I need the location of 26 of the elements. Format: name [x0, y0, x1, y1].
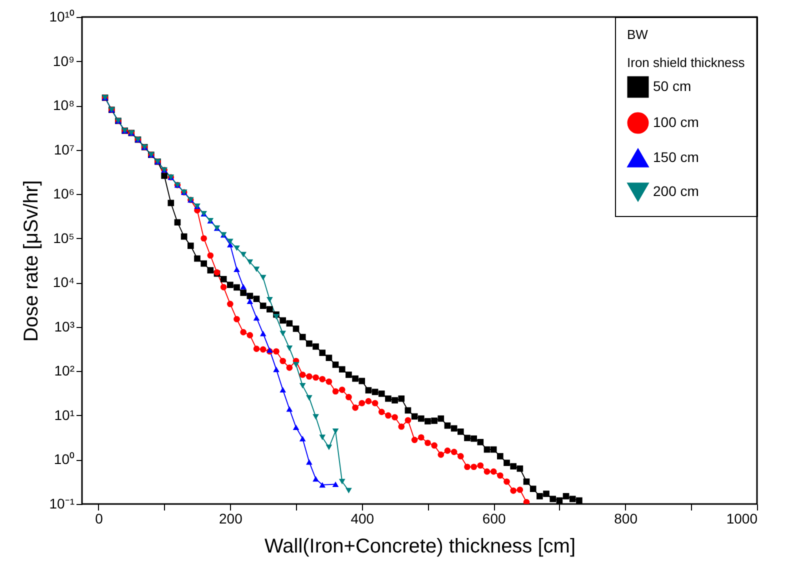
legend-label: 100 cm	[653, 114, 699, 130]
y-tick-label: 10³	[54, 318, 75, 334]
x-tick-label: 200	[218, 510, 243, 526]
y-tick-label: 10²	[54, 362, 75, 379]
legend-title: Iron shield thickness	[627, 55, 746, 70]
y-tick-label: 10¹	[54, 406, 75, 423]
y-tick-label: 10⁹	[52, 52, 74, 69]
legend-label: 150 cm	[653, 149, 699, 165]
x-tick-label: 0	[95, 510, 104, 526]
y-tick-label: 10⁰	[54, 451, 74, 468]
y-tick-label: 10⁵	[53, 230, 74, 246]
x-axis-title: Wall(Iron+Concrete) thickness [cm]	[264, 536, 576, 558]
x-tick-label: 1000	[726, 510, 758, 526]
legend-label: 50 cm	[653, 78, 692, 94]
y-tick-label: 10⁻¹	[49, 496, 75, 512]
y-tick-label: 10⁶	[53, 186, 74, 202]
y-axis-title: Dose rate [μSv/hr]	[20, 180, 42, 342]
x-tick-label: 400	[350, 510, 374, 526]
legend-label: 200 cm	[653, 183, 699, 199]
y-tick-label: 10¹⁰	[49, 8, 74, 24]
x-tick-label: 600	[482, 510, 506, 526]
y-tick-label: 10⁷	[54, 141, 74, 158]
annotation: BW	[627, 27, 649, 42]
x-tick-label: 800	[614, 510, 638, 526]
y-tick-label: 10⁸	[53, 97, 75, 114]
y-tick-label: 10⁴	[52, 274, 74, 290]
